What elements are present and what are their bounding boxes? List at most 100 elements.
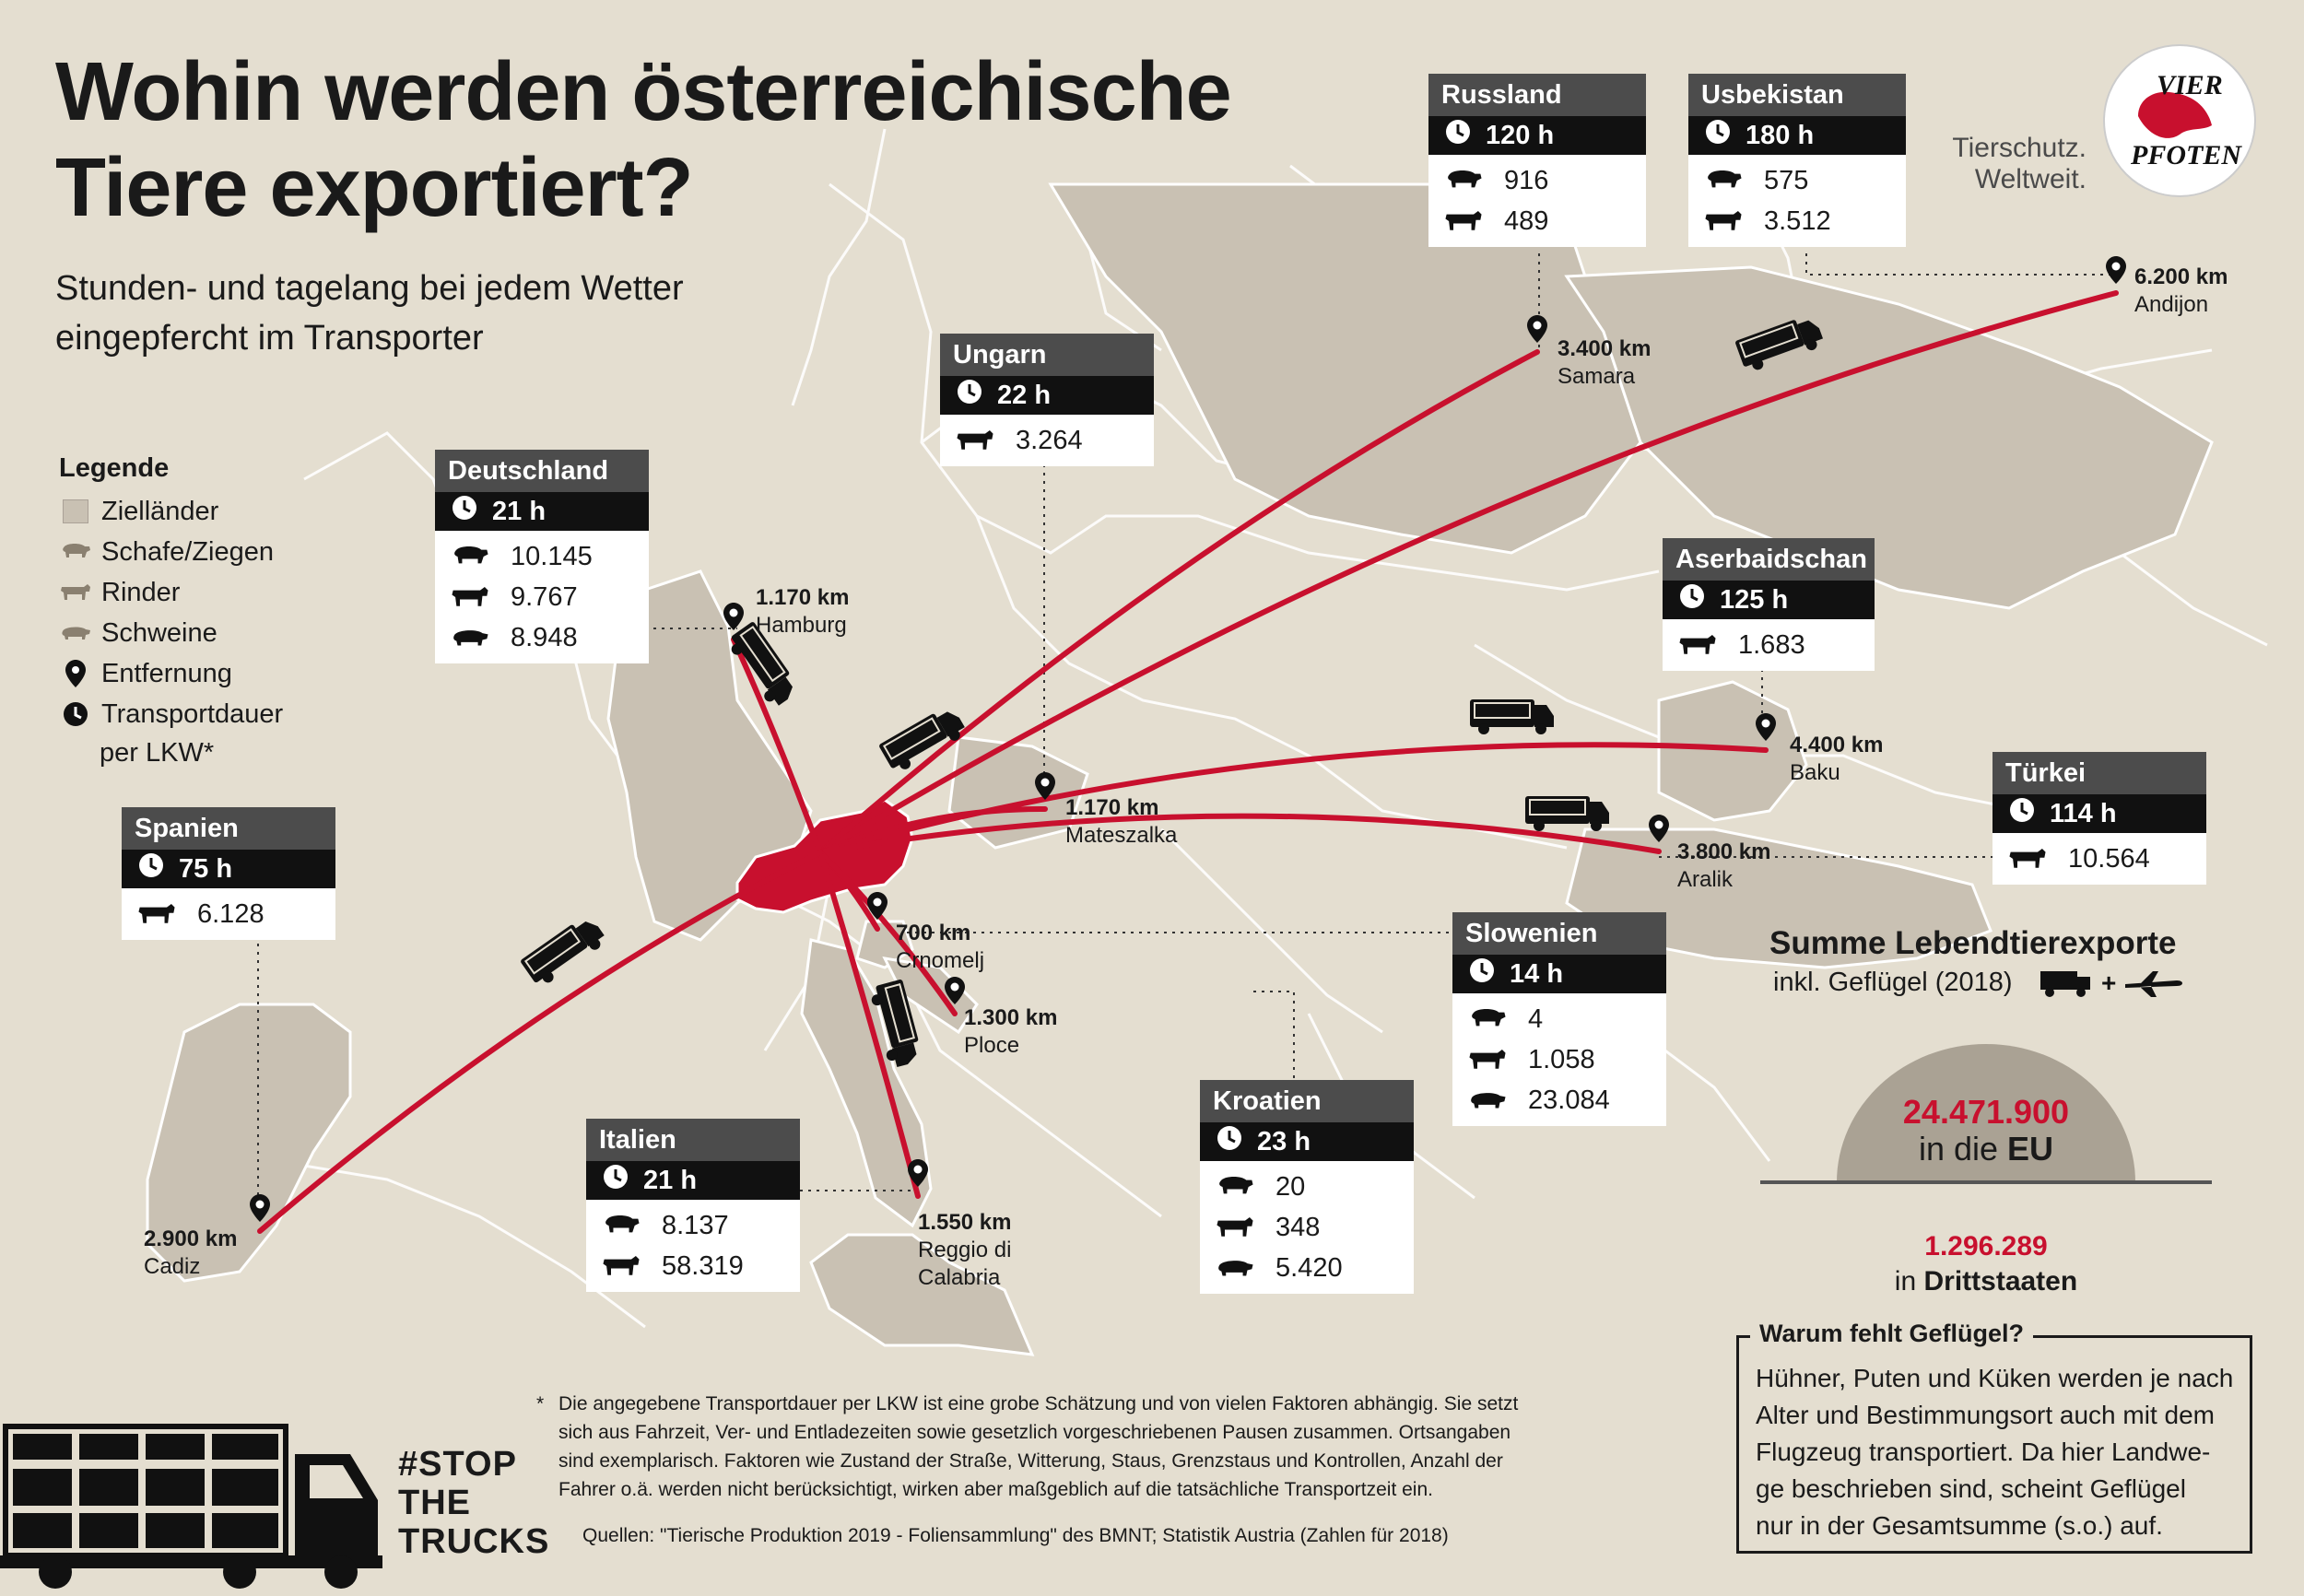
legend: Legende Zielländer Schafe/Ziegen Rinder … [59, 453, 283, 771]
cattle-icon [2007, 845, 2048, 873]
title-line-1: Wohin werden österreichische [55, 46, 1232, 138]
sheep-icon [1443, 167, 1484, 194]
country-box-spanien: Spanien 75 h 6.128 [122, 807, 335, 940]
route-reggio-di [817, 850, 921, 1199]
transport-duration: 75 h [122, 850, 335, 888]
cattle-count: 1.058 [1528, 1044, 1595, 1074]
clock-icon [452, 495, 477, 528]
cattle-count-row: 3.264 [940, 420, 1154, 461]
sheep-count-row: 8.137 [586, 1205, 800, 1246]
distance-value: 1.550 km [918, 1210, 1012, 1235]
cattle-icon [1703, 207, 1744, 235]
poultry-info-box: Warum fehlt Geflügel? Hühner, Puten und … [1736, 1320, 2252, 1554]
map-pin-icon [723, 603, 744, 630]
truck-icon [1525, 796, 1609, 831]
route-aralik [817, 813, 1662, 855]
footnote-line: Die angegebene Transportdauer per LKW is… [558, 1393, 1519, 1414]
legend-item-cattle: Rinder [59, 572, 283, 613]
summary-sub-text: inkl. Geflügel (2018) [1773, 968, 2013, 997]
country-box-italien: Italien 21 h 8.137 58.319 [586, 1119, 800, 1292]
cattle-count: 3.512 [1764, 205, 1831, 236]
distance-value: 1.170 km [756, 585, 850, 610]
transport-duration: 21 h [586, 1161, 800, 1200]
destination-label-ploce: 1.300 km Ploce [964, 1004, 1057, 1060]
legend-sub-label: per LKW* [100, 738, 215, 768]
pins-layer [250, 256, 2126, 1222]
pigs-count-row: 8.948 [435, 617, 649, 658]
transport-duration: 120 h [1428, 116, 1646, 155]
legend-heading: Legende [59, 453, 170, 483]
stop-the-trucks-truck-icon [0, 1424, 382, 1589]
truck-icon [1735, 320, 1824, 370]
land-swatch-icon [63, 499, 88, 523]
pig-icon [450, 624, 490, 651]
map-pin-icon [1649, 815, 1669, 842]
sheep-count-row: 916 [1428, 160, 1646, 201]
route-hamburg [731, 637, 823, 855]
duration-value: 120 h [1486, 120, 1555, 150]
sheep-count-row: 20 [1200, 1167, 1414, 1207]
duration-value: 21 h [643, 1165, 698, 1195]
duration-value: 14 h [1510, 958, 1564, 989]
truck-plus-plane-icon: + [2040, 968, 2182, 998]
route-andijon [817, 290, 2119, 855]
cattle-icon [1215, 1214, 1255, 1241]
country-name: Slowenien [1452, 912, 1666, 955]
clock-icon [1445, 119, 1471, 152]
vier-pfoten-logo: VIER PFOTEN [2103, 44, 2256, 197]
title-line-2: Tiere exportiert? [55, 142, 694, 234]
sheep-count-row: 575 [1688, 160, 1906, 201]
map-pin-icon [908, 1159, 928, 1187]
country-name: Ungarn [940, 334, 1154, 376]
svg-text:+: + [2101, 968, 2116, 997]
poultry-info-heading: Warum fehlt Geflügel? [1750, 1320, 2034, 1348]
info-line: ge beschrieben sind, scheint Geflügel [1756, 1474, 2186, 1503]
destination-label-baku: 4.400 km Baku [1790, 732, 1883, 787]
city-name: Baku [1790, 760, 1840, 785]
route-cadiz [257, 850, 823, 1234]
city-name-line-2: Calabria [918, 1265, 1001, 1290]
country-box-türkei: Türkei 114 h 10.564 [1992, 752, 2206, 885]
transport-routes [257, 290, 2119, 1234]
country-name: Kroatien [1200, 1080, 1414, 1122]
country-name: Usbekistan [1688, 74, 1906, 116]
cattle-icon [136, 900, 177, 928]
cattle-icon [1443, 207, 1484, 235]
slogan-line: TRUCKS [398, 1522, 550, 1561]
pigs-count-row: 23.084 [1452, 1080, 1666, 1121]
duration-value: 180 h [1746, 120, 1815, 150]
distance-value: 700 km [896, 921, 971, 945]
logo-tagline: Tierschutz. Weltweit. [1937, 133, 2087, 195]
sheep-count-row: 10.145 [435, 536, 649, 577]
destination-label-cadiz: 2.900 km Cadiz [144, 1226, 237, 1281]
map-pin-icon [250, 1194, 270, 1222]
transport-duration: 22 h [940, 376, 1154, 415]
truck-icon [1470, 699, 1554, 734]
city-name: Mateszalka [1065, 823, 1178, 848]
destination-label-mateszalka: 1.170 km Mateszalka [1065, 794, 1177, 850]
footnote: * Die angegebene Transportdauer per LKW … [536, 1390, 1641, 1504]
cattle-count: 6.128 [197, 898, 264, 929]
sheep-count: 4 [1528, 1003, 1544, 1034]
legend-item-distance: Entfernung [59, 653, 283, 694]
pig-icon [59, 619, 92, 647]
trucks-layer [521, 320, 1824, 1068]
clock-icon [957, 379, 982, 412]
legend-label: Rinder [101, 577, 181, 607]
third-country-value: 1.296.289 [1924, 1231, 2048, 1262]
legend-label: Transportdauer [101, 698, 284, 729]
city-name: Aralik [1677, 867, 1734, 892]
city-name: Crnomelj [896, 948, 985, 973]
sheep-icon [1703, 167, 1744, 194]
cattle-icon [955, 427, 995, 454]
clock-icon [59, 700, 92, 728]
country-name: Russland [1428, 74, 1646, 116]
sheep-icon [1467, 1005, 1508, 1033]
duration-value: 21 h [492, 496, 547, 526]
city-name: Samara [1558, 364, 1636, 389]
map-pin-icon [1527, 315, 1547, 343]
clock-icon [603, 1164, 629, 1197]
map-pin-icon [867, 892, 888, 920]
summary-heading: Summe Lebendtierexporte [1769, 925, 2177, 961]
cattle-count: 3.264 [1016, 425, 1083, 455]
